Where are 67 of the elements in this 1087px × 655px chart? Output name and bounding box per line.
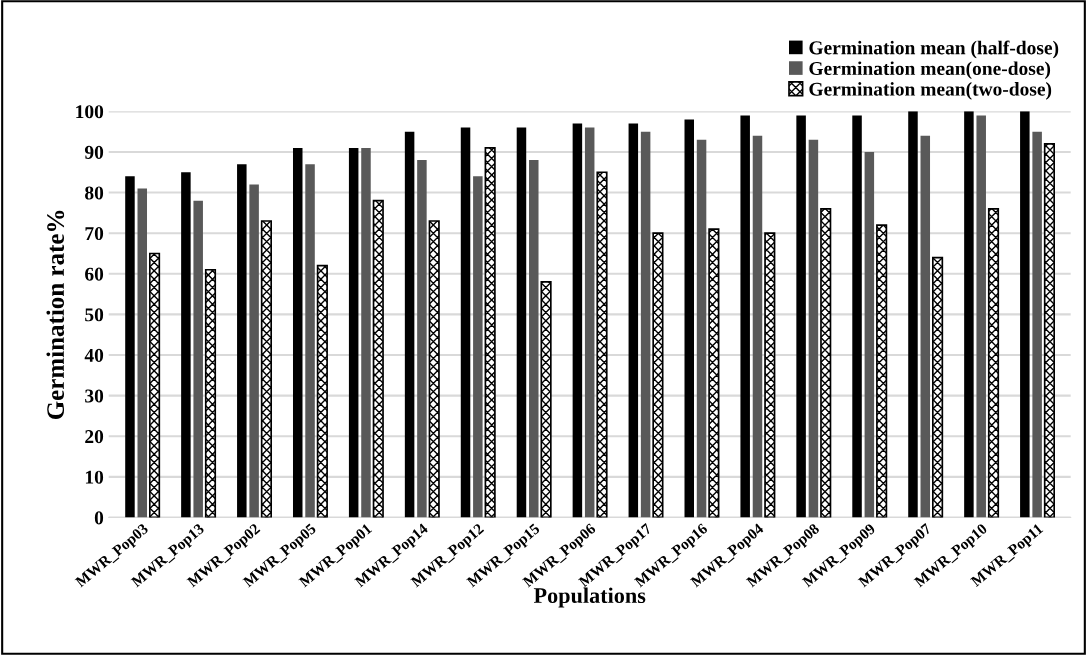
x-axis-title: Populations bbox=[533, 587, 646, 608]
y-tick-label: 20 bbox=[85, 430, 104, 444]
y-axis-title: Germination rate% bbox=[46, 210, 65, 420]
bar bbox=[808, 139, 819, 518]
bar bbox=[584, 127, 595, 518]
bar bbox=[516, 127, 527, 518]
y-tick-label: 80 bbox=[85, 186, 104, 200]
bar bbox=[473, 176, 483, 518]
bar bbox=[529, 160, 539, 518]
y-tick-label: 0 bbox=[94, 511, 104, 525]
bar bbox=[249, 184, 259, 518]
bar bbox=[820, 207, 832, 518]
bar bbox=[484, 147, 496, 518]
bar bbox=[137, 188, 148, 518]
bar bbox=[987, 207, 1000, 518]
bar bbox=[684, 119, 695, 518]
bar bbox=[752, 135, 763, 518]
bar bbox=[931, 256, 944, 518]
y-tick-label: 10 bbox=[85, 470, 104, 484]
bar bbox=[1043, 143, 1056, 518]
bar bbox=[596, 171, 608, 518]
bar bbox=[640, 131, 651, 518]
bar bbox=[193, 200, 203, 518]
bar bbox=[460, 127, 471, 518]
y-tick-label: 30 bbox=[85, 389, 104, 403]
bar bbox=[1020, 111, 1030, 518]
bar bbox=[237, 164, 247, 518]
bar bbox=[348, 147, 359, 518]
bar bbox=[696, 139, 707, 518]
bar bbox=[1032, 131, 1042, 518]
bar bbox=[181, 172, 191, 518]
bar bbox=[976, 115, 986, 518]
bar bbox=[852, 115, 862, 518]
legend-label: Germination mean (half-dose) bbox=[809, 40, 1059, 59]
bar bbox=[417, 160, 427, 518]
bar bbox=[708, 228, 720, 518]
bar bbox=[796, 115, 806, 518]
bar bbox=[260, 220, 273, 518]
y-tick-label: 100 bbox=[76, 105, 104, 119]
bar bbox=[404, 131, 415, 518]
legend-label: Germination mean(one-dose) bbox=[809, 61, 1051, 80]
y-tick-label: 50 bbox=[85, 308, 104, 322]
y-tick-label: 40 bbox=[84, 348, 104, 362]
bar bbox=[920, 135, 931, 518]
y-tick-label: 60 bbox=[85, 267, 104, 281]
y-tick-label: 90 bbox=[84, 145, 104, 159]
bar bbox=[148, 252, 161, 518]
bar bbox=[628, 123, 639, 518]
y-tick-label: 70 bbox=[85, 227, 104, 241]
bar bbox=[125, 176, 135, 518]
bar bbox=[305, 164, 315, 518]
bar bbox=[540, 281, 552, 518]
bar bbox=[372, 199, 384, 518]
bar bbox=[572, 123, 583, 518]
bar bbox=[876, 224, 888, 518]
bar bbox=[204, 268, 217, 518]
bar bbox=[908, 111, 918, 518]
bar bbox=[964, 111, 974, 518]
bar bbox=[361, 147, 371, 518]
bar bbox=[764, 232, 776, 518]
bar bbox=[652, 232, 664, 518]
bar bbox=[740, 115, 750, 518]
bar bbox=[316, 264, 328, 518]
bar bbox=[864, 151, 875, 518]
legend-label: Germination mean(two-dose) bbox=[809, 82, 1052, 100]
bar bbox=[292, 147, 303, 518]
bar bbox=[428, 220, 440, 518]
